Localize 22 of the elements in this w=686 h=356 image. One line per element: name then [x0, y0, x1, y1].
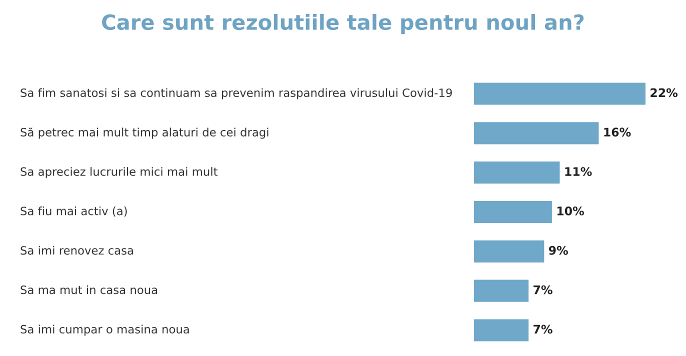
- data-label: 22%: [650, 88, 678, 98]
- bar: [474, 122, 599, 144]
- y-tick-label: Sa apreciez lucrurile mici mai mult: [20, 167, 218, 178]
- data-label: 7%: [534, 324, 552, 334]
- y-tick-label: Sa fim sanatosi si sa continuam sa prevenim raspandirea virusului Covid-19: [20, 88, 452, 100]
- y-tick-label: Sa fiu mai activ (a): [20, 206, 127, 217]
- data-label: 9%: [548, 246, 568, 255]
- bar: [474, 162, 560, 184]
- chart-title: Care sunt rezolutiile tale pentru noul an?: [102, 14, 584, 34]
- bar: [474, 200, 552, 224]
- y-tick-label: Sa ma mut in casa noua: [20, 285, 158, 294]
- bar: [474, 319, 529, 342]
- data-label: 7%: [534, 285, 552, 294]
- y-tick-label: Să petrec mai mult timp alaturi de cei dragi: [20, 128, 268, 139]
- data-label: 11%: [565, 167, 592, 176]
- data-label: 10%: [557, 206, 584, 216]
- bar: [474, 240, 544, 262]
- y-tick-label: Sa imi cumpar o masina noua: [20, 324, 189, 336]
- bar: [474, 82, 646, 105]
- y-tick-label: Sa imi renovez casa: [20, 246, 133, 255]
- data-label: 16%: [604, 128, 631, 137]
- bar: [474, 280, 529, 302]
